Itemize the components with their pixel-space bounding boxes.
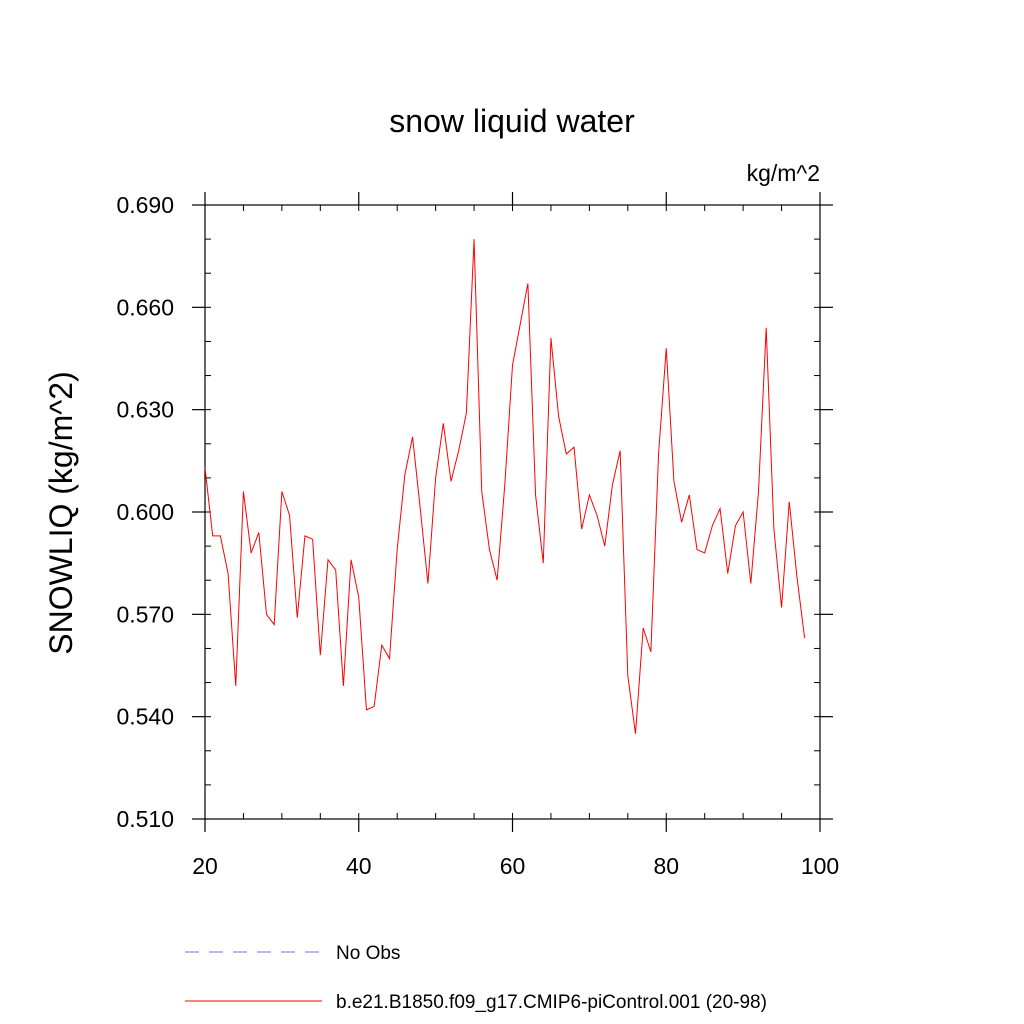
y-tick-label: 0.540 xyxy=(116,704,174,730)
y-tick-label: 0.690 xyxy=(116,192,174,218)
y-tick-label: 0.510 xyxy=(116,806,174,832)
x-tick-label: 60 xyxy=(500,853,526,879)
x-tick-label: 80 xyxy=(653,853,679,879)
chart-title: snow liquid water xyxy=(389,103,635,139)
axis-ticks: 20 40 60 80 100 0.510 0.540 0.570 0.600 0.630 0.66… xyxy=(116,192,839,879)
x-tick-label: 40 xyxy=(346,853,372,879)
legend-label: No Obs xyxy=(336,943,400,964)
y-axis-label: SNOWLIQ (kg/m^2) xyxy=(43,371,79,654)
series-line-1 xyxy=(204,239,806,734)
y-tick-label: 0.600 xyxy=(116,499,174,525)
units-label: kg/m^2 xyxy=(747,160,820,186)
x-tick-label: 20 xyxy=(192,853,218,879)
plot-frame xyxy=(204,204,821,820)
x-tick-label: 100 xyxy=(801,853,839,879)
y-tick-label: 0.660 xyxy=(116,294,174,320)
series-layer xyxy=(204,239,806,734)
y-tick-label: 0.630 xyxy=(116,397,174,423)
y-tick-label: 0.570 xyxy=(116,601,174,627)
legend-label: b.e21.B1850.f09_g17.CMIP6-piControl.001 … xyxy=(336,992,767,1013)
legend: No Obs b.e21.B1850.f09_g17.CMIP6-piContro… xyxy=(185,943,767,1013)
